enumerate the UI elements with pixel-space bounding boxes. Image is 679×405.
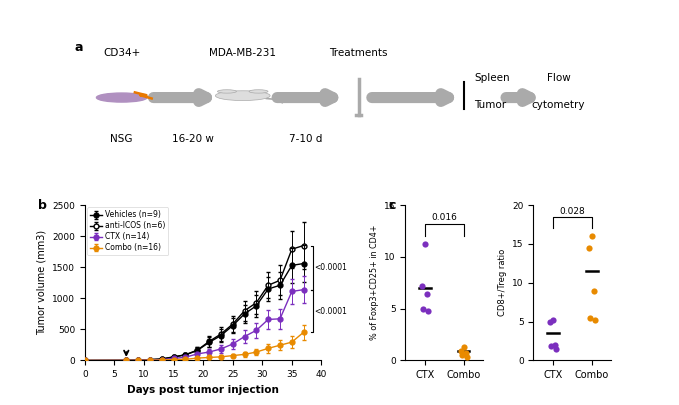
Point [545, 318, 555, 325]
Point [585, 315, 595, 321]
Point [589, 317, 600, 323]
Text: CD34+: CD34+ [103, 48, 141, 58]
Text: Treatments: Treatments [329, 48, 388, 58]
Point [583, 245, 594, 251]
Point [422, 291, 433, 297]
Point [545, 343, 556, 350]
Point [460, 350, 471, 356]
Text: b: b [37, 199, 46, 212]
Circle shape [217, 90, 236, 93]
Text: MDA-MB-231: MDA-MB-231 [209, 48, 276, 58]
Text: 16-20 w: 16-20 w [172, 134, 214, 144]
Y-axis label: CD8+/Treg ratio: CD8+/Treg ratio [498, 249, 507, 316]
Circle shape [249, 90, 268, 93]
X-axis label: Days post tumor injection: Days post tumor injection [127, 385, 279, 395]
Point [547, 317, 558, 323]
Circle shape [215, 91, 270, 100]
Text: Spleen: Spleen [474, 73, 510, 83]
Y-axis label: % of Foxp3+CD25+ in CD4+: % of Foxp3+CD25+ in CD4+ [369, 225, 379, 341]
Text: cytometry: cytometry [532, 100, 585, 110]
Text: <0.0001: <0.0001 [314, 263, 347, 273]
Point [549, 342, 560, 348]
Point [422, 307, 433, 314]
Point [416, 283, 427, 289]
Text: 0.016: 0.016 [431, 213, 457, 222]
Text: NSG: NSG [111, 134, 133, 144]
Point [456, 348, 466, 354]
Text: a: a [74, 41, 83, 54]
Point [586, 233, 597, 239]
Y-axis label: Tumor volume (mm3): Tumor volume (mm3) [37, 230, 47, 335]
Legend: Vehicles (n=9), anti-ICOS (n=6), CTX (n=14), Combo (n=16): Vehicles (n=9), anti-ICOS (n=6), CTX (n=… [87, 207, 168, 255]
Text: 0.028: 0.028 [559, 207, 585, 216]
Text: Flow: Flow [547, 73, 570, 83]
Text: <0.0001: <0.0001 [314, 307, 347, 315]
Point [418, 305, 428, 312]
Point [588, 287, 599, 294]
Point [458, 344, 469, 350]
Point [420, 241, 430, 248]
Text: Tumor: Tumor [474, 100, 507, 110]
Point [551, 345, 562, 352]
Circle shape [96, 93, 147, 102]
Point [461, 354, 472, 360]
Text: c: c [389, 199, 397, 212]
Point [456, 352, 467, 358]
Text: 7-10 d: 7-10 d [289, 134, 323, 144]
